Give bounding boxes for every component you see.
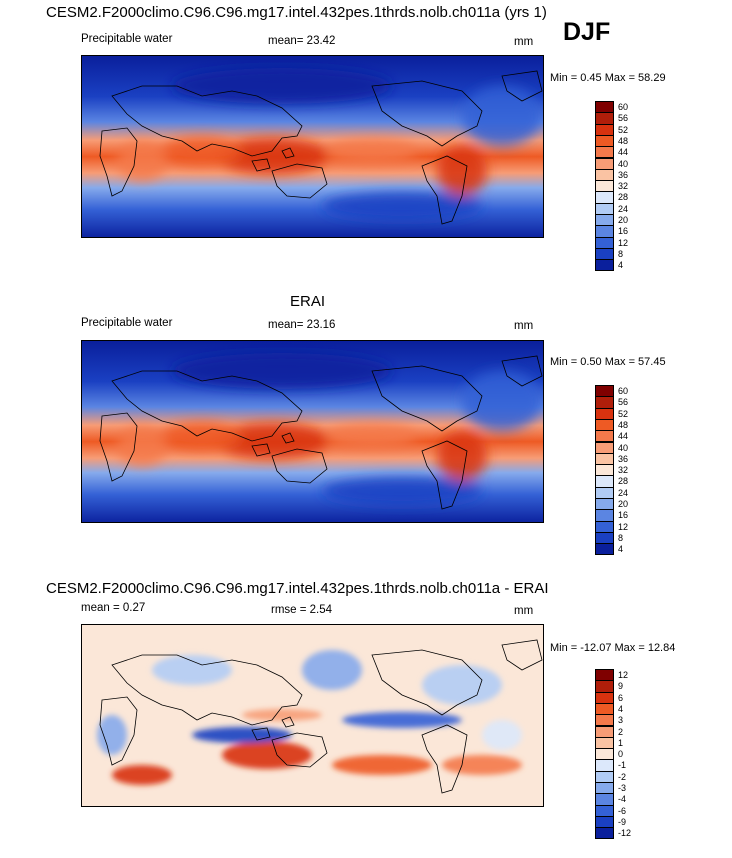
panel1-variable: Precipitable water [81, 33, 173, 45]
colorbar-tick-label: 56 [618, 113, 629, 124]
panel3-rmse: rmse = 2.54 [271, 604, 333, 616]
colorbar-cell [595, 543, 614, 556]
colorbar-tick-label: 32 [618, 465, 629, 476]
panel2-map [81, 340, 544, 523]
colorbar-tick-label: 24 [618, 203, 629, 214]
colorbar-tick-label: 56 [618, 397, 629, 408]
panel1-map [81, 55, 544, 238]
colorbar-tick-label: 28 [618, 192, 629, 203]
colorbar-tick-label: 44 [618, 147, 629, 158]
panel2-title: ERAI [290, 293, 326, 310]
colorbar-tick-label: 8 [618, 248, 624, 259]
colorbar-tick-label: -1 [618, 760, 627, 771]
colorbar-cell [595, 259, 614, 272]
colorbar-tick-label: 4 [618, 544, 624, 555]
colorbar-tick-label: 9 [618, 681, 624, 692]
colorbar-tick-label: 24 [618, 487, 629, 498]
colorbar-tick-label: 6 [618, 692, 624, 703]
colorbar-tick-label: 16 [618, 510, 629, 521]
colorbar-tick-label: 0 [618, 749, 624, 760]
colorbar-tick-label: 48 [618, 135, 629, 146]
colorbar-tick-label: -3 [618, 783, 627, 793]
colorbar-tick-label: 36 [618, 169, 629, 180]
colorbar-tick-label: 28 [618, 476, 629, 487]
panel2-minmax: Min = 0.50 Max = 57.45 [550, 356, 666, 368]
colorbar-tick-label: 12 [618, 521, 629, 532]
colorbar-tick-label: 4 [618, 703, 624, 714]
colorbar-tick-label: 60 [618, 386, 629, 396]
panel3-mean: mean = 0.27 [81, 602, 146, 614]
colorbar-tick-label: 12 [618, 237, 629, 248]
colorbar-tick-label: -9 [618, 816, 627, 827]
panel2-mean: mean= 23.16 [268, 319, 336, 331]
panel1-minmax: Min = 0.45 Max = 58.29 [550, 72, 666, 84]
panel1-units: mm [514, 36, 534, 48]
colorbar-tick-label: -4 [618, 794, 627, 805]
colorbar-tick-label: 2 [618, 726, 624, 737]
colorbar-tick-label: 16 [618, 226, 629, 237]
colorbar-tick-label: -12 [618, 828, 632, 839]
panel1-mean: mean= 23.42 [268, 35, 336, 47]
panel3-units: mm [514, 605, 534, 617]
colorbar-tick-label: -6 [618, 805, 627, 816]
colorbar-tick-label: 40 [618, 158, 629, 169]
colorbar-tick-label: 40 [618, 442, 629, 453]
panel3-minmax: Min = -12.07 Max = 12.84 [550, 642, 676, 654]
colorbar-tick-label: 1 [618, 737, 624, 748]
colorbar-tick-label: 4 [618, 260, 624, 271]
colorbar-tick-label: 32 [618, 181, 629, 192]
colorbar-tick-label: 3 [618, 715, 624, 726]
colorbar-tick-label: 8 [618, 532, 624, 543]
colorbar-tick-label: 12 [618, 670, 629, 680]
colorbar-tick-label: -2 [618, 771, 627, 782]
colorbar-tick-label: 20 [618, 499, 629, 509]
panel2-units: mm [514, 320, 534, 332]
colorbar-tick-label: 36 [618, 453, 629, 464]
colorbar-tick-label: 60 [618, 102, 629, 112]
colorbar-tick-label: 52 [618, 124, 629, 135]
colorbar-tick-label: 48 [618, 419, 629, 430]
season-label: DJF [563, 18, 611, 46]
colorbar-tick-label: 44 [618, 431, 629, 442]
panel2-variable: Precipitable water [81, 317, 173, 329]
panel3-map [81, 624, 544, 807]
colorbar-cell [595, 827, 614, 840]
colorbar-tick-label: 20 [618, 215, 629, 225]
figure-title: CESM2.F2000climo.C96.C96.mg17.intel.432p… [46, 4, 547, 21]
colorbar-tick-label: 52 [618, 408, 629, 419]
panel3-title: CESM2.F2000climo.C96.C96.mg17.intel.432p… [46, 580, 549, 597]
